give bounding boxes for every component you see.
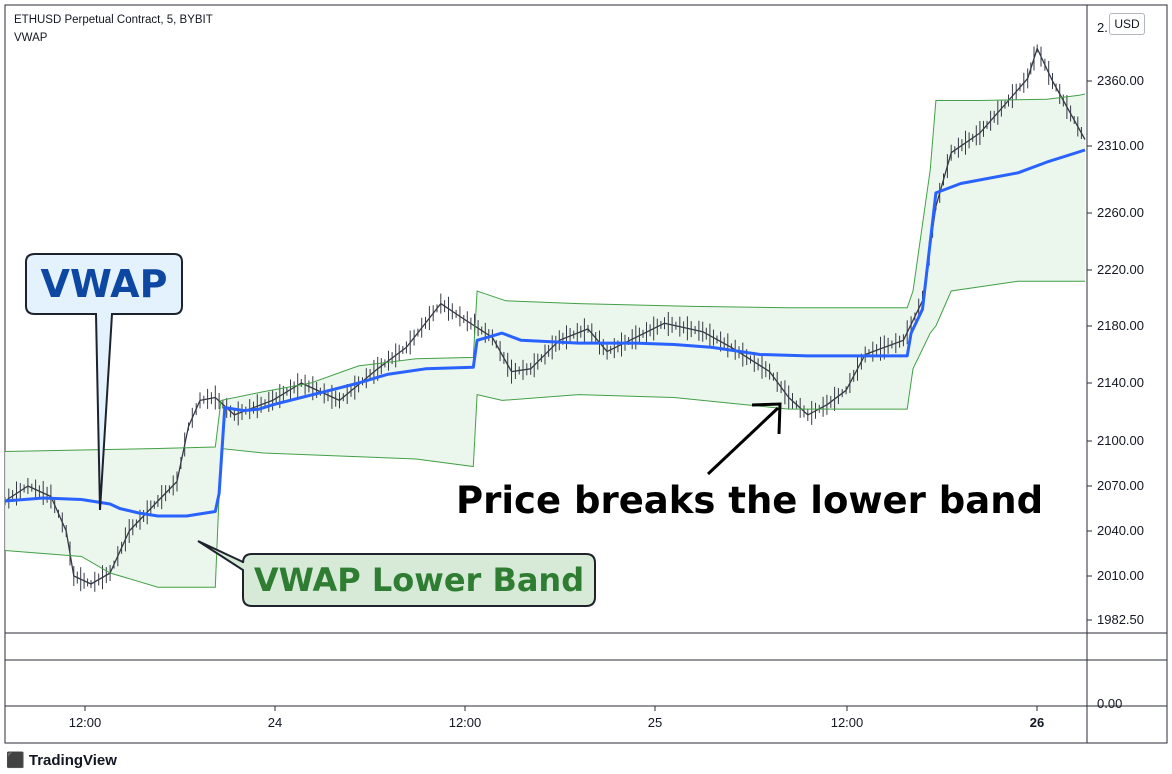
- price-tick-label: 2180.00: [1097, 318, 1144, 333]
- price-tick-label: 2360.00: [1097, 73, 1144, 88]
- vwap-callout-label: VWAP: [40, 262, 168, 306]
- lower-band-line: [4, 280, 1085, 588]
- time-tick-label: 25: [648, 715, 662, 730]
- lower-band-callout-label: VWAP Lower Band: [253, 561, 585, 599]
- vwap-line: [4, 148, 1086, 518]
- symbol-title: ETHUSD Perpetual Contract, 5, BYBIT: [14, 14, 213, 26]
- price-tick-label: 2010.00: [1097, 568, 1144, 583]
- price-tick-label: 2040.00: [1097, 523, 1144, 538]
- vwap-callout-box: [25, 253, 183, 511]
- oscillator-tick-label: 0.00: [1097, 696, 1122, 711]
- price-tick-label: 1982.50: [1097, 612, 1144, 627]
- price-tick-label: 2140.00: [1097, 375, 1144, 390]
- time-tick-label: 12:00: [69, 715, 102, 730]
- breakout-annotation: Price breaks the lower band: [456, 479, 1044, 522]
- breakout-arrow-shaft: [706, 406, 780, 476]
- time-tick-label: 12:00: [831, 715, 864, 730]
- time-tick-label: 24: [268, 715, 282, 730]
- currency-button[interactable]: USD: [1109, 13, 1145, 35]
- indicator-legend: VWAP: [14, 32, 48, 44]
- tradingview-logo-icon: ⬛: [6, 752, 25, 769]
- tradingview-logo[interactable]: ⬛ TradingView: [6, 751, 117, 769]
- upper-band-line: [4, 93, 1086, 452]
- time-tick-label: 26: [1030, 715, 1044, 730]
- price-tick-label: 2220.00: [1097, 262, 1144, 277]
- price-tick-label: 2260.00: [1097, 205, 1144, 220]
- chart-frame: [4, 4, 1168, 744]
- time-tick-label: 12:00: [449, 715, 482, 730]
- tradingview-logo-text: TradingView: [28, 752, 117, 769]
- lower-band-callout-box: [197, 540, 596, 607]
- breakout-arrow-head: [751, 402, 782, 435]
- price-tick-label: 2310.00: [1097, 138, 1144, 153]
- price-tick-label: 2070.00: [1097, 478, 1144, 493]
- price-tick-label: 2100.00: [1097, 433, 1144, 448]
